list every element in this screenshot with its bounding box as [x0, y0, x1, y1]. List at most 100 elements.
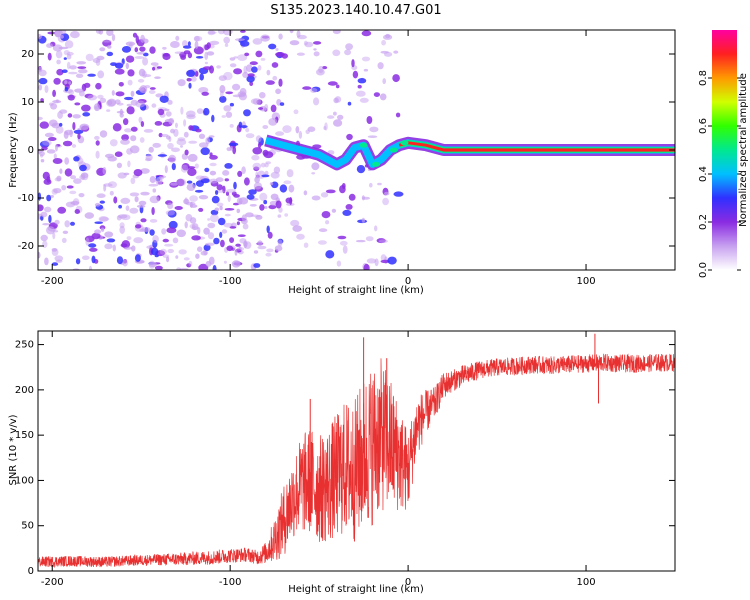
noise-blob	[251, 214, 261, 218]
noise-blob	[268, 118, 278, 126]
noise-blob	[151, 103, 157, 108]
noise-blob	[167, 210, 177, 218]
noise-blob	[59, 109, 68, 114]
noise-blob	[266, 225, 270, 234]
noise-blob	[327, 81, 338, 86]
noise-blob	[94, 229, 102, 234]
noise-blob	[290, 219, 300, 227]
noise-blob	[288, 184, 295, 193]
noise-blob	[66, 185, 74, 189]
noise-blob	[347, 101, 352, 106]
noise-blob	[242, 71, 249, 78]
noise-blob	[234, 249, 238, 256]
noise-blob	[72, 122, 76, 131]
noise-blob	[59, 34, 64, 39]
noise-blob	[249, 81, 254, 86]
noise-blob	[51, 188, 58, 195]
noise-blob	[209, 170, 217, 176]
noise-blob	[59, 30, 67, 35]
noise-blob	[54, 30, 61, 38]
noise-blob	[351, 59, 355, 68]
noise-blob	[103, 183, 113, 187]
noise-blob	[225, 91, 234, 95]
noise-blob	[88, 243, 97, 248]
noise-blob	[233, 68, 243, 75]
noise-blob	[74, 209, 81, 214]
noise-blob	[339, 185, 346, 194]
noise-blob	[106, 238, 116, 243]
noise-blob	[145, 158, 152, 162]
noise-blob	[52, 100, 62, 104]
noise-blob	[148, 146, 154, 153]
noise-blob	[72, 114, 81, 119]
noise-blob	[154, 76, 161, 79]
noise-blob	[224, 208, 235, 211]
noise-blob	[219, 95, 227, 103]
spectrogram-y-label: Frequency (Hz)	[8, 112, 19, 188]
noise-blob	[382, 197, 389, 206]
noise-blob	[107, 45, 112, 49]
noise-blob	[40, 159, 45, 163]
noise-blob	[361, 30, 372, 37]
noise-blob	[194, 71, 199, 77]
noise-blob	[247, 73, 255, 77]
noise-blob	[225, 191, 230, 196]
noise-blob	[207, 232, 215, 240]
noise-blob	[325, 220, 330, 225]
noise-blob	[188, 125, 194, 131]
noise-blob	[260, 162, 266, 168]
noise-blob	[348, 193, 356, 201]
noise-blob	[113, 196, 118, 204]
noise-blob	[64, 220, 70, 228]
noise-blob	[337, 235, 347, 240]
noise-blob	[44, 132, 54, 138]
noise-blob	[229, 124, 234, 128]
noise-blob	[345, 43, 353, 51]
noise-blob	[282, 125, 292, 133]
noise-blob	[187, 153, 198, 162]
noise-blob	[289, 30, 294, 34]
noise-blob	[173, 128, 179, 137]
ridge-highlight	[372, 161, 381, 167]
noise-blob	[224, 43, 229, 47]
noise-blob	[78, 69, 88, 74]
noise-blob	[133, 237, 144, 244]
noise-blob	[242, 223, 249, 230]
noise-blob	[140, 191, 150, 196]
noise-blob	[108, 181, 117, 189]
noise-blob	[238, 197, 249, 205]
noise-blob	[243, 65, 248, 74]
noise-blob	[41, 146, 48, 151]
noise-blob	[112, 244, 117, 252]
noise-blob	[176, 178, 185, 187]
noise-blob	[40, 234, 48, 242]
noise-blob	[383, 34, 393, 40]
noise-blob	[355, 239, 366, 243]
noise-blob	[231, 191, 237, 196]
noise-blob	[184, 221, 188, 229]
noise-blob	[62, 230, 69, 234]
noise-blob	[275, 88, 281, 95]
noise-blob	[241, 214, 247, 222]
noise-blob	[171, 147, 180, 153]
noise-blob	[265, 80, 275, 85]
noise-blob	[339, 240, 348, 246]
noise-blob	[46, 226, 55, 235]
noise-blob	[231, 260, 241, 268]
noise-blob	[324, 122, 328, 131]
noise-blob	[270, 104, 277, 113]
noise-blob	[112, 123, 122, 132]
noise-blob	[75, 258, 81, 265]
noise-blob	[175, 35, 180, 41]
noise-blob	[38, 204, 44, 212]
noise-blob	[190, 204, 198, 208]
noise-blob	[206, 51, 215, 56]
noise-blob	[167, 248, 174, 254]
snr-panel: -200 -100 0 100 0 50 100 150 200 250 Height of st…	[8, 330, 676, 595]
noise-blob	[236, 247, 245, 251]
noise-blob	[110, 62, 117, 66]
noise-blob	[229, 102, 234, 107]
noise-blob	[154, 121, 163, 126]
noise-blob	[311, 172, 316, 175]
noise-blob	[64, 87, 69, 92]
